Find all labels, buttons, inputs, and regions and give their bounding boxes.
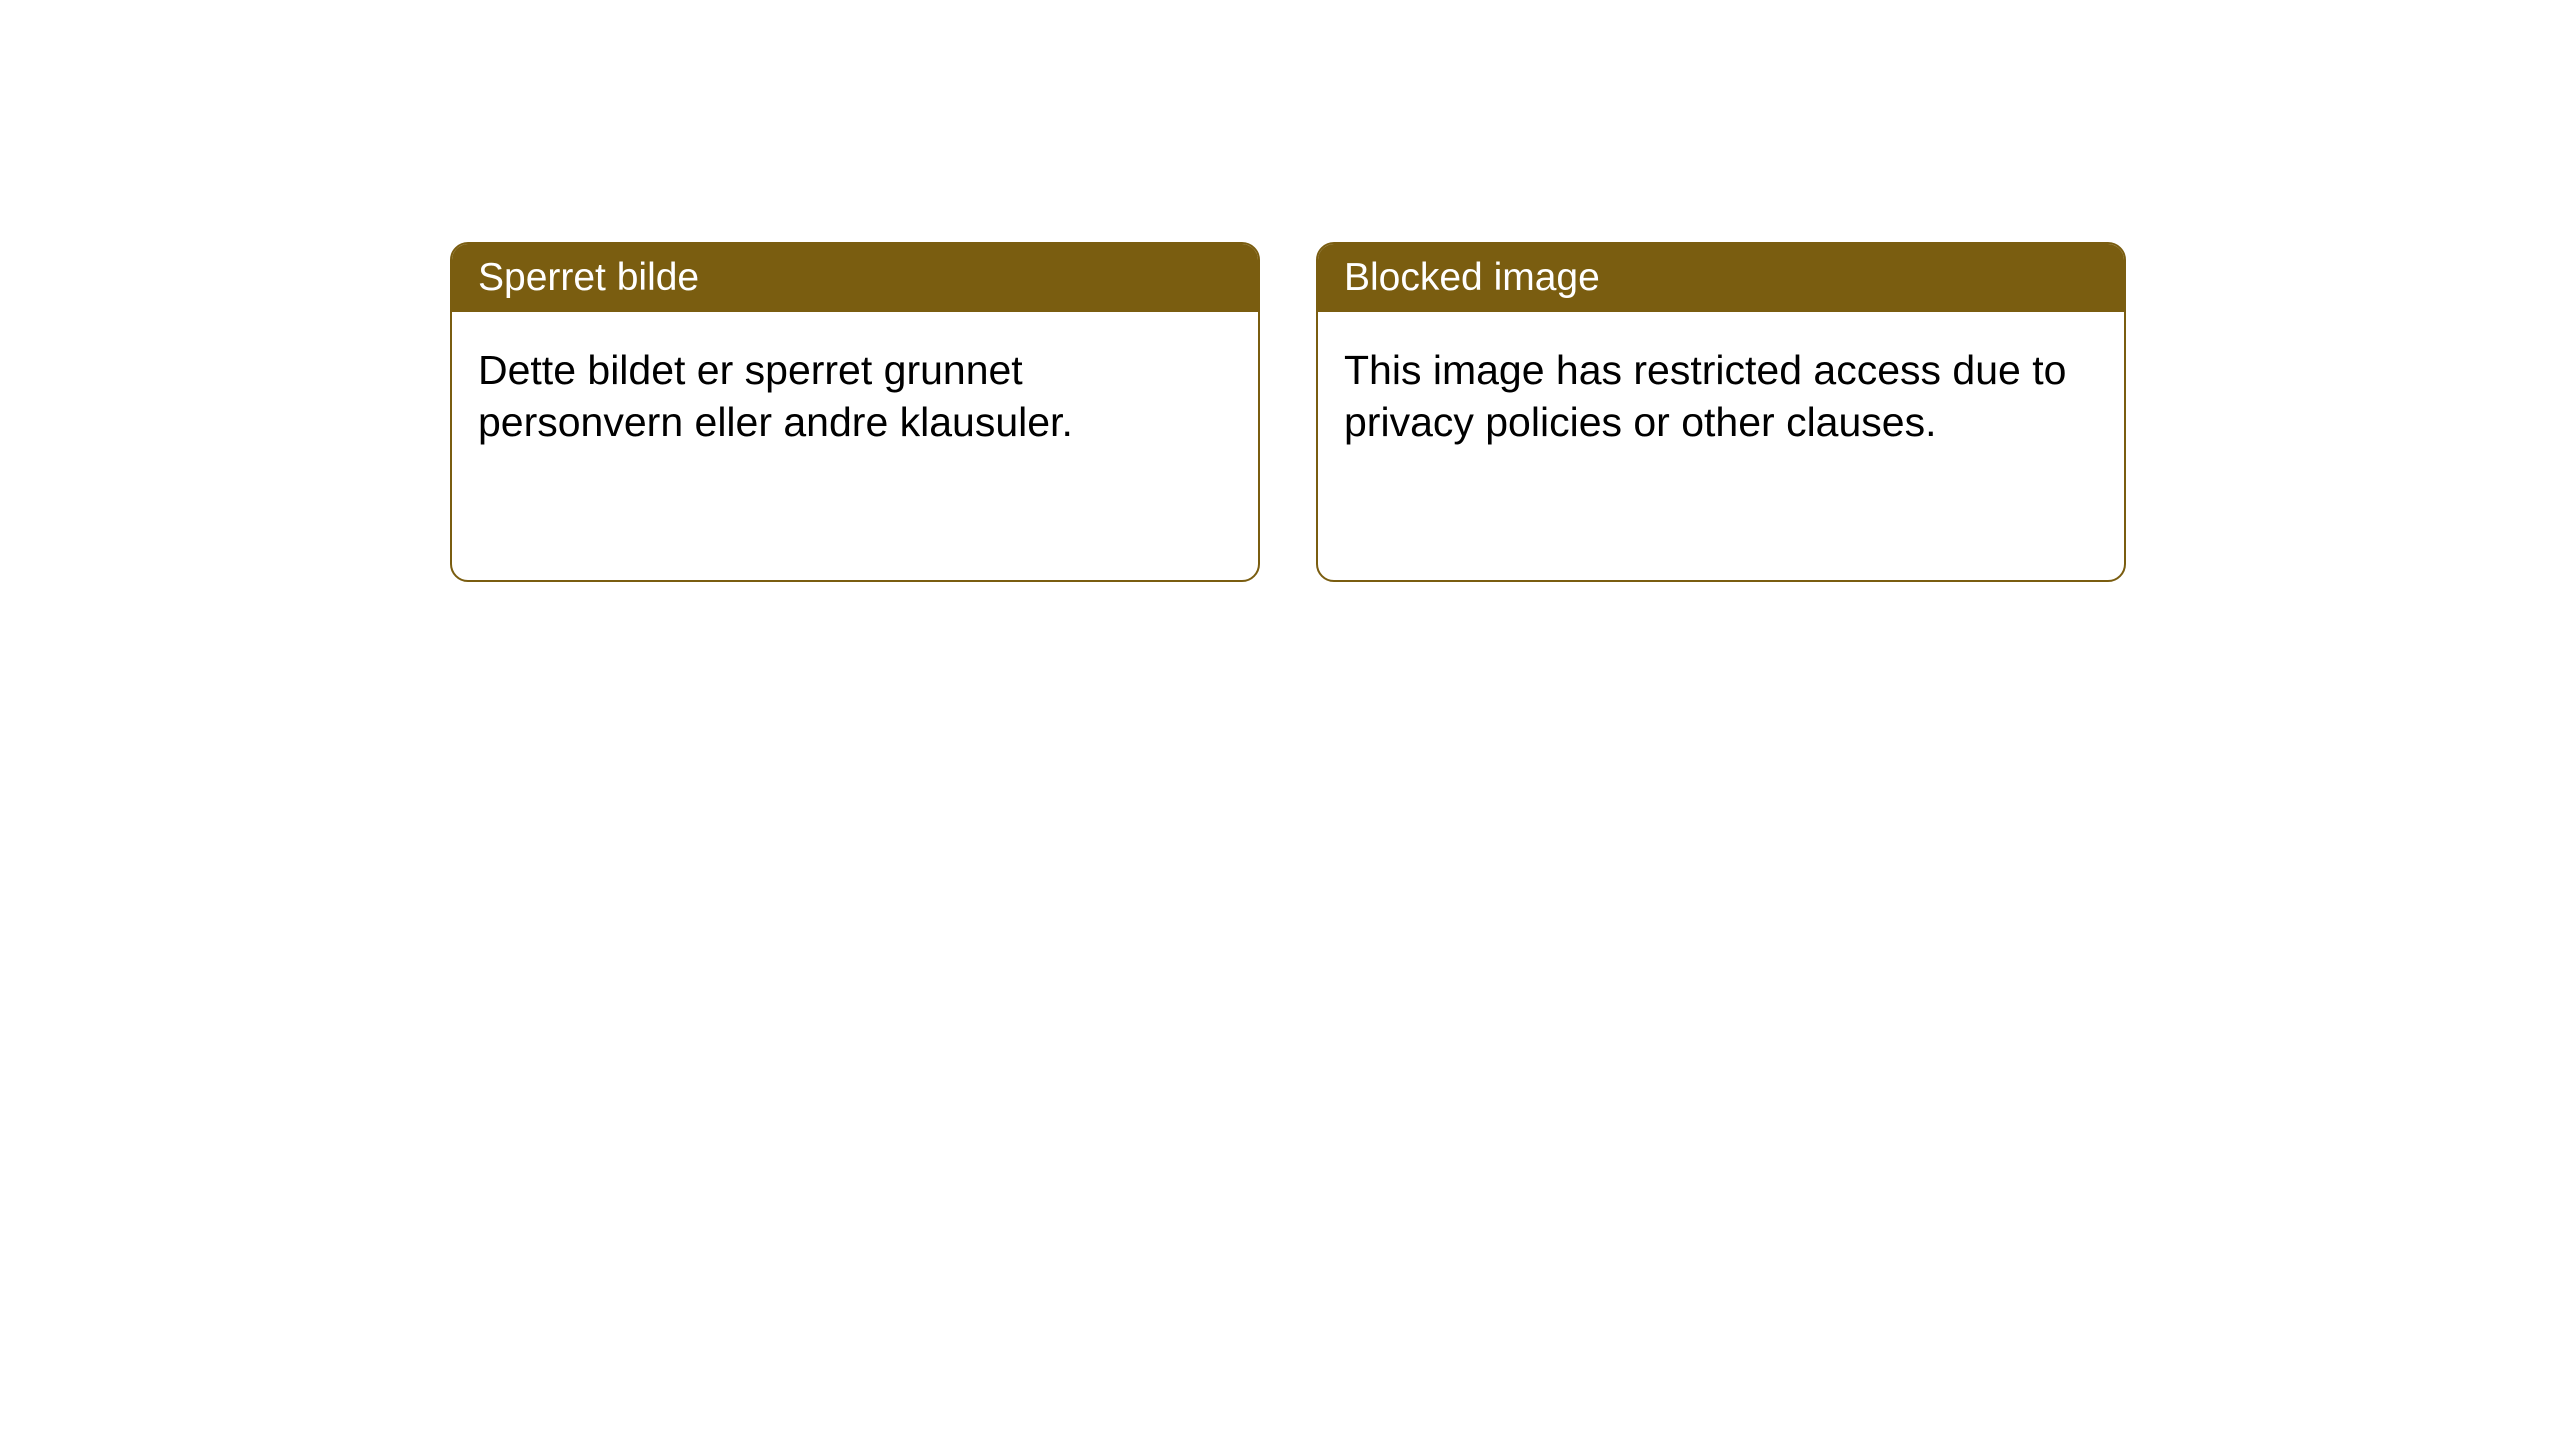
notice-title: Sperret bilde bbox=[452, 244, 1258, 312]
notice-card-norwegian: Sperret bilde Dette bildet er sperret gr… bbox=[450, 242, 1260, 582]
notice-body: This image has restricted access due to … bbox=[1318, 312, 2124, 580]
notice-container: Sperret bilde Dette bildet er sperret gr… bbox=[450, 242, 2126, 582]
notice-body: Dette bildet er sperret grunnet personve… bbox=[452, 312, 1258, 580]
notice-title: Blocked image bbox=[1318, 244, 2124, 312]
notice-card-english: Blocked image This image has restricted … bbox=[1316, 242, 2126, 582]
